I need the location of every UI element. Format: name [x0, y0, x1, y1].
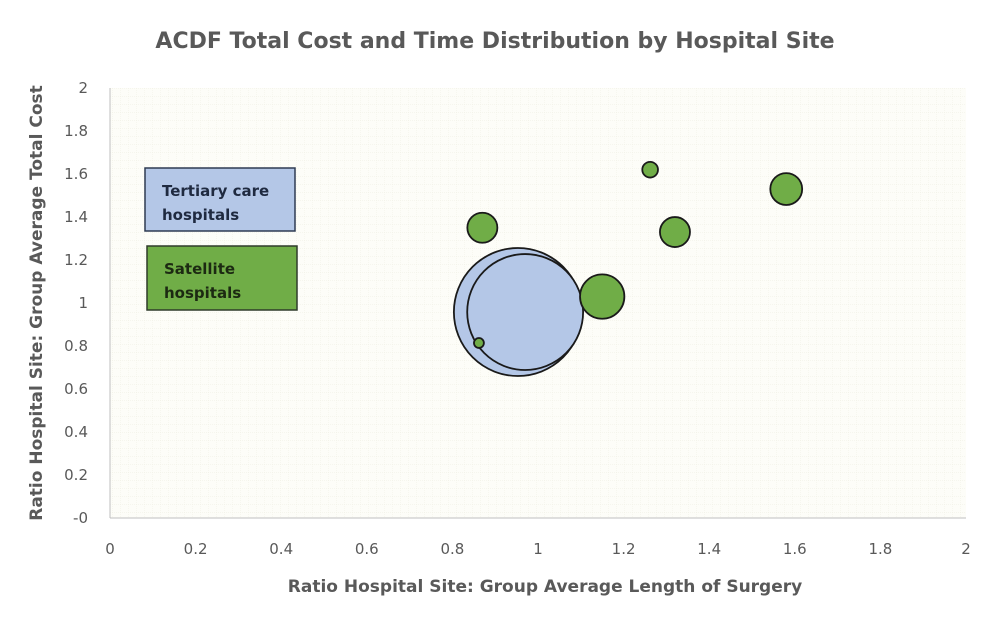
x-axis-label: Ratio Hospital Site: Group Average Lengt…: [288, 577, 802, 597]
legend-tertiary-swatch: [144, 167, 296, 232]
x-tick-label: 2: [961, 540, 971, 558]
legend-tertiary-line2: hospitals: [162, 206, 239, 224]
x-tick-label: 0: [105, 540, 115, 558]
y-axis-label: Ratio Hospital Site: Group Average Total…: [27, 85, 47, 521]
y-tick-label: 1.6: [64, 165, 88, 183]
x-tick-label: 0.8: [440, 540, 464, 558]
y-tick-label: 0.2: [64, 466, 88, 484]
legend-satellite-line2: hospitals: [164, 284, 241, 302]
y-tick-label: -0: [73, 509, 88, 527]
x-tick-label: 0.2: [184, 540, 208, 558]
satellite-bubble: [641, 160, 659, 179]
y-tick-label: 0.4: [64, 423, 88, 441]
satellite-bubble: [769, 172, 804, 206]
legend-satellite-line1: Satellite: [164, 260, 235, 278]
y-tick-label: 1.4: [64, 208, 88, 226]
satellite-bubble: [659, 216, 691, 248]
satellite-bubble: [579, 273, 626, 320]
satellite-bubble: [473, 337, 485, 349]
x-tick-label: 1.6: [783, 540, 807, 558]
x-tick-label: 1.8: [868, 540, 892, 558]
x-tick-label: 1.2: [612, 540, 636, 558]
x-tick-label: 1.4: [697, 540, 721, 558]
legend-tertiary: Tertiary care hospitals: [144, 167, 296, 232]
y-tick-label: 0.6: [64, 380, 88, 398]
chart-title: ACDF Total Cost and Time Distribution by…: [155, 29, 834, 54]
y-tick-label: 1.2: [64, 251, 88, 269]
y-tick-label: 1: [78, 294, 88, 312]
legend-satellite: Satellite hospitals: [146, 245, 298, 311]
y-tick-label: 1.8: [64, 122, 88, 140]
x-tick-label: 1: [533, 540, 543, 558]
legend-satellite-swatch: [146, 245, 298, 311]
x-tick-label: 0.6: [355, 540, 379, 558]
y-tick-label: 0.8: [64, 337, 88, 355]
y-tick-label: 2: [78, 79, 88, 97]
tertiary-bubble: [466, 253, 585, 371]
satellite-bubble: [466, 211, 499, 244]
x-tick-label: 0.4: [269, 540, 293, 558]
legend-tertiary-line1: Tertiary care: [162, 182, 269, 200]
